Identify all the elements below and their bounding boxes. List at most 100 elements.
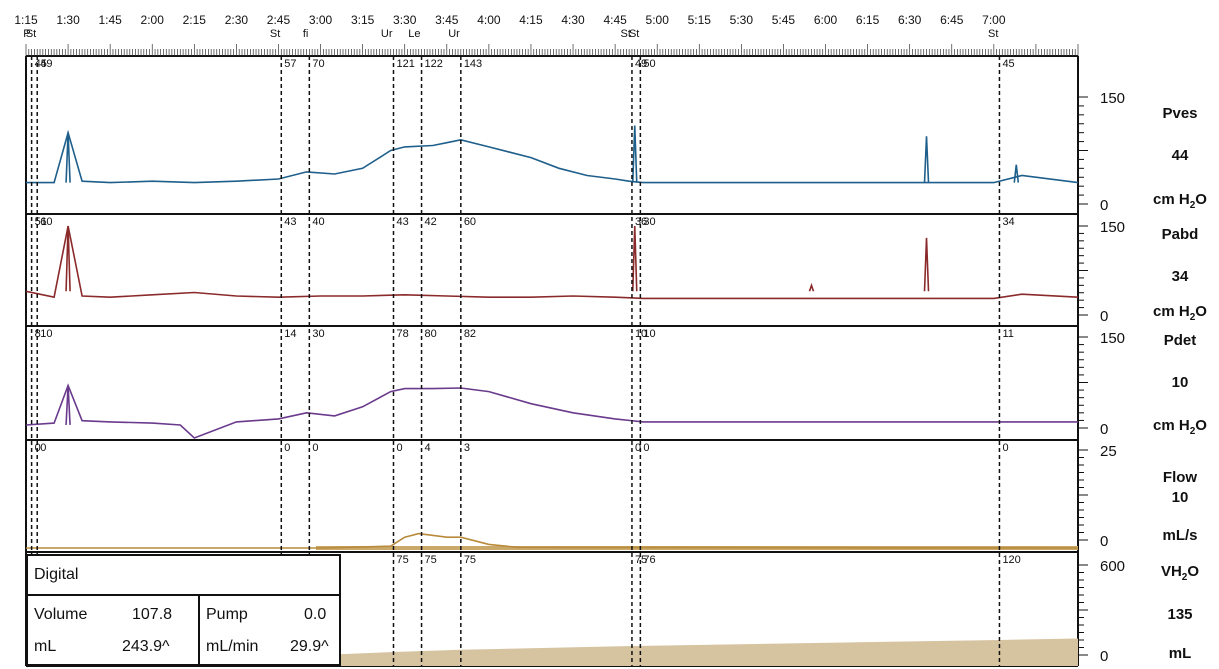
time-tick-label: 3:00 bbox=[309, 13, 333, 27]
event-marker-label: Ur bbox=[448, 28, 460, 40]
axis-min-label: 0 bbox=[1100, 308, 1108, 325]
event-value-pdet: 30 bbox=[312, 328, 324, 340]
event-value-flow: 0 bbox=[1002, 442, 1008, 454]
pabd-trace bbox=[25, 225, 1079, 300]
volume-fill-area bbox=[320, 638, 1078, 666]
time-tick-label: 3:45 bbox=[435, 13, 459, 27]
pves-trace bbox=[26, 129, 1079, 184]
axis-max-label: 150 bbox=[1100, 90, 1125, 107]
channel-unit: cm H2O bbox=[1153, 191, 1207, 211]
event-value-pabd: 43 bbox=[396, 216, 408, 228]
event-value-vh2o: 76 bbox=[643, 554, 655, 566]
time-tick-label: 5:30 bbox=[730, 13, 754, 27]
time-tick-label: 4:00 bbox=[477, 13, 501, 27]
time-tick-label: 4:45 bbox=[603, 13, 627, 27]
event-marker-label: Ur bbox=[381, 28, 393, 40]
flow-trace bbox=[26, 532, 1079, 549]
channel-current-value: 44 bbox=[1172, 147, 1189, 164]
time-tick-label: 6:45 bbox=[940, 13, 964, 27]
time-tick-label: 4:30 bbox=[561, 13, 585, 27]
volume-unit: mL bbox=[34, 638, 57, 655]
time-tick-label: 6:00 bbox=[814, 13, 838, 27]
axis-max-label: 600 bbox=[1100, 558, 1125, 575]
event-marker-label: St bbox=[629, 28, 639, 40]
digital-divider bbox=[198, 594, 200, 666]
pves-spike bbox=[923, 136, 930, 183]
volume-value: 107.8 bbox=[132, 606, 173, 623]
event-marker-label: St bbox=[621, 28, 631, 40]
channel-unit: mL bbox=[1169, 645, 1192, 662]
pves-spike bbox=[65, 132, 71, 183]
event-value-vh2o: 75 bbox=[425, 554, 437, 566]
channel-name: Flow bbox=[1163, 469, 1197, 486]
event-value-pdet: 10 bbox=[643, 328, 655, 340]
event-value-pdet: 10 bbox=[635, 328, 647, 340]
time-tick-label: 7:00 bbox=[982, 13, 1006, 27]
event-marker-label: St bbox=[26, 28, 36, 40]
time-tick-label: 5:45 bbox=[772, 13, 796, 27]
event-value-pdet: 10 bbox=[40, 328, 52, 340]
axis-min-label: 0 bbox=[1100, 421, 1108, 438]
time-tick-label: 1:15 bbox=[14, 13, 38, 27]
event-value-pves: 121 bbox=[396, 58, 414, 70]
event-value-flow: 0 bbox=[284, 442, 290, 454]
event-value-pabd: 60 bbox=[40, 216, 52, 228]
channel-name: Pves bbox=[1162, 105, 1197, 122]
channel-current-value: 10 bbox=[1172, 374, 1189, 391]
pabd-spike bbox=[923, 237, 930, 292]
time-tick-label: 2:30 bbox=[225, 13, 249, 27]
time-tick-label: 4:15 bbox=[519, 13, 543, 27]
channel-current-value: 10 bbox=[1172, 489, 1189, 506]
digital-readout-panel: Digital Volume 107.8 mL 243.9^ Pump 0.0 … bbox=[26, 554, 341, 666]
event-value-pves: 49 bbox=[40, 58, 52, 70]
event-value-pves: 50 bbox=[643, 58, 655, 70]
time-tick-label: 2:00 bbox=[141, 13, 165, 27]
event-value-flow: 0 bbox=[312, 442, 318, 454]
event-value-pves: 57 bbox=[284, 58, 296, 70]
time-tick-label: 6:15 bbox=[856, 13, 880, 27]
pump-value: 0.0 bbox=[304, 606, 327, 623]
event-value-pabd: 40 bbox=[312, 216, 324, 228]
event-value-pdet: 80 bbox=[425, 328, 437, 340]
time-tick-label: 5:00 bbox=[646, 13, 670, 27]
pabd-spike bbox=[65, 225, 71, 292]
event-value-pabd: 34 bbox=[1002, 216, 1014, 228]
channel-unit: cm H2O bbox=[1153, 303, 1207, 323]
pves-spike bbox=[631, 125, 638, 183]
event-marker-label: fi bbox=[303, 28, 309, 40]
event-value-pdet: 11 bbox=[1002, 328, 1013, 340]
axis-max-label: 25 bbox=[1100, 443, 1117, 460]
event-value-flow: 0 bbox=[635, 442, 641, 454]
event-value-pves: 122 bbox=[425, 58, 443, 70]
volume-label: Volume bbox=[34, 606, 88, 623]
axis-min-label: 0 bbox=[1100, 648, 1108, 665]
channel-name: VH2O bbox=[1161, 563, 1199, 583]
event-marker-label: Le bbox=[408, 28, 420, 40]
event-value-pves: 45 bbox=[1002, 58, 1014, 70]
pabd-spike bbox=[808, 282, 815, 292]
pump-label: Pump bbox=[206, 606, 248, 623]
channel-name: Pdet bbox=[1164, 332, 1197, 349]
channel-unit: cm H2O bbox=[1153, 417, 1207, 437]
time-tick-label: 2:45 bbox=[267, 13, 291, 27]
event-value-vh2o: 75 bbox=[396, 554, 408, 566]
pdet-trace bbox=[25, 383, 1078, 439]
event-marker-label: St bbox=[270, 28, 280, 40]
event-value-flow: 0 bbox=[40, 442, 46, 454]
pdet-spike bbox=[65, 385, 71, 426]
event-marker-label: P bbox=[23, 28, 30, 40]
event-value-flow: 3 bbox=[464, 442, 470, 454]
event-value-pves: 70 bbox=[312, 58, 324, 70]
channel-unit: mL/s bbox=[1162, 527, 1197, 544]
digital-title-bar: Digital bbox=[28, 556, 339, 596]
volume-value-secondary: 243.9^ bbox=[122, 638, 170, 655]
event-value-pabd: 60 bbox=[464, 216, 476, 228]
event-value-pdet: 82 bbox=[464, 328, 476, 340]
event-value-pdet: 14 bbox=[284, 328, 296, 340]
event-value-vh2o: 75 bbox=[464, 554, 476, 566]
time-tick-label: 2:15 bbox=[183, 13, 207, 27]
time-tick-label: 1:45 bbox=[98, 13, 122, 27]
event-value-pabd: 43 bbox=[284, 216, 296, 228]
time-tick-label: 1:30 bbox=[56, 13, 80, 27]
